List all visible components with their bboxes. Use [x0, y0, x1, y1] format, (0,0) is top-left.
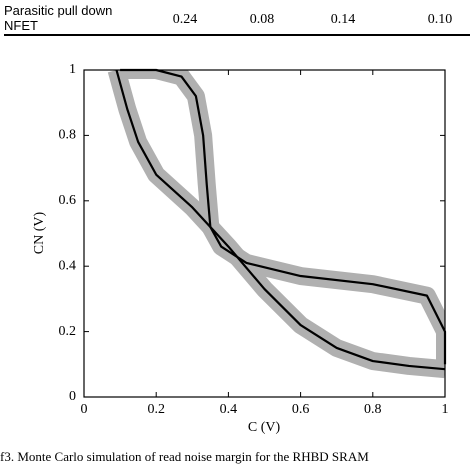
- x-tick-label: 0: [81, 402, 88, 417]
- x-axis-label: C (V): [248, 420, 281, 435]
- y-tick-label: 0: [69, 389, 76, 404]
- x-tick-label: 0.2: [147, 402, 165, 417]
- y-tick-label: 0.2: [59, 324, 77, 339]
- table-rule: [4, 34, 470, 36]
- curve: [115, 69, 446, 371]
- y-tick-label: 1: [69, 62, 76, 77]
- spread-band: [107, 70, 445, 379]
- row-label: Parasitic pull down NFET: [4, 3, 113, 33]
- y-tick-label: 0.8: [59, 128, 77, 143]
- x-tick-label: 1: [442, 402, 449, 417]
- x-tick-label: 0.8: [364, 402, 382, 417]
- table-fragment: Parasitic pull down NFET 0.24 0.08 0.14 …: [0, 0, 474, 36]
- y-tick-label: 0.4: [59, 258, 77, 273]
- cell: 0.14: [330, 12, 356, 27]
- y-axis-label: CN (V): [32, 211, 47, 254]
- spread-band: [120, 70, 445, 365]
- caption: f3. Monte Carlo simulation of read noise…: [0, 449, 369, 464]
- x-tick-label: 0.4: [220, 402, 238, 417]
- curve: [120, 68, 447, 365]
- x-tick-label: 0.6: [292, 402, 310, 417]
- plot-frame: [83, 69, 446, 398]
- y-tick-label: 0.6: [59, 193, 77, 208]
- cell: 0.08: [249, 12, 275, 27]
- cell: 0.10: [427, 12, 453, 27]
- cell: 0.24: [172, 12, 198, 27]
